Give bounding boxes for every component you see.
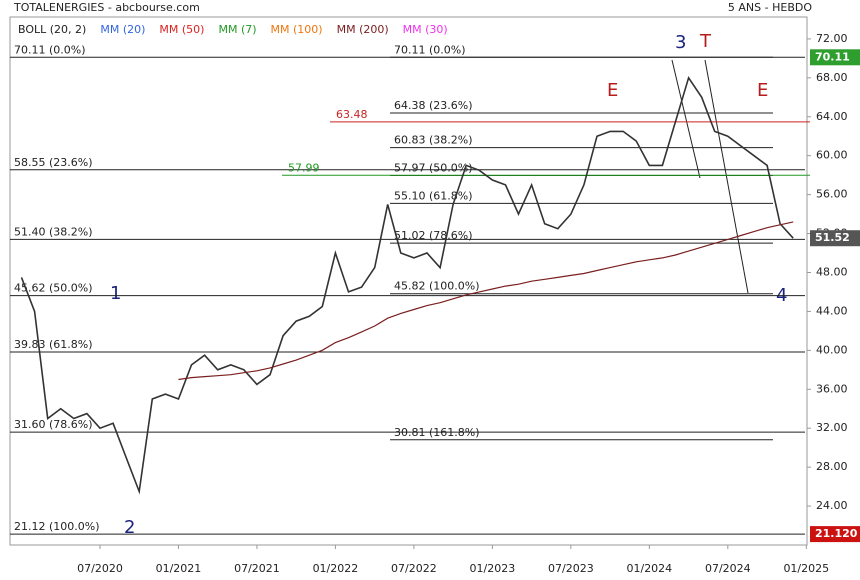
price-tag [810,526,860,543]
y-tick-label: 48.00 [816,265,848,278]
x-tick-label: 01/2021 [156,562,202,575]
price-tag-label: 51.52 [815,231,850,244]
y-tick-label: 44.00 [816,304,848,317]
fib-label: 51.02 (78.6%) [394,229,473,242]
legend-entry: MM (30) [403,23,448,36]
legend-entry: MM (100) [271,23,323,36]
annotation: E [607,80,618,101]
fib-label: 39.83 (61.8%) [14,338,93,351]
y-tick-label: 60.00 [816,149,848,162]
x-tick-label: 01/2025 [783,562,829,575]
level-label: 63.48 [336,108,368,121]
fib-label: 45.82 (100.0%) [394,280,480,293]
fib-label: 70.11 (0.0%) [394,43,466,56]
annotation: E [757,80,768,101]
fib-label: 51.40 (38.2%) [14,225,93,238]
x-tick-label: 01/2022 [313,562,359,575]
x-tick-label: 07/2023 [548,562,594,575]
fib-label: 21.12 (100.0%) [14,520,100,533]
x-tick-label: 07/2022 [391,562,437,575]
y-tick-label: 64.00 [816,110,848,123]
price-line [20,75,794,495]
fib-label: 70.11 (0.0%) [14,43,86,56]
fib-label: 30.81 (161.8%) [394,426,480,439]
fib-label: 57.97 (50.0%) [394,161,473,174]
x-tick-label: 01/2023 [470,562,516,575]
price-line [178,221,794,381]
level-label: 57.99 [288,161,320,174]
chart-title: TOTALENERGIES - abcbourse.com [13,1,200,14]
arrow [704,59,749,294]
x-tick-label: 07/2020 [77,562,123,575]
price-tag [810,49,860,66]
legend-entry: MM (200) [337,23,389,36]
legend-entry: MM (7) [218,23,256,36]
legend-entry: MM (50) [159,23,204,36]
y-tick-label: 72.00 [816,32,848,45]
plot-frame [9,16,808,546]
price-tag [810,230,860,247]
y-tick-label: 24.00 [816,499,848,512]
price-tag-label: 21.120 [815,527,858,540]
y-tick-label: 28.00 [816,460,848,473]
legend-entry: BOLL (20, 2) [18,23,86,36]
legend-entry: MM (20) [100,23,145,36]
fib-label: 64.38 (23.6%) [394,99,473,112]
fib-label: 45.62 (50.0%) [14,282,93,295]
fib-label: 58.55 (23.6%) [14,156,93,169]
fib-label: 60.83 (38.2%) [394,134,473,147]
price-tag-label: 70.11 [815,50,850,63]
x-tick-label: 01/2024 [626,562,672,575]
fib-label: 31.60 (78.6%) [14,418,93,431]
annotation: 2 [124,517,135,538]
y-tick-label: 56.00 [816,188,848,201]
fib-label: 55.10 (61.8%) [394,189,473,202]
y-tick-label: 32.00 [816,421,848,434]
arrow [671,59,701,179]
chart-subtitle: 5 ANS - HEBDO [728,1,812,14]
x-tick-label: 07/2021 [234,562,280,575]
y-tick-label: 36.00 [816,382,848,395]
annotation: T [699,31,712,52]
y-tick-label: 40.00 [816,343,848,356]
annotation: 1 [110,283,121,304]
annotation: 3 [675,32,686,53]
y-tick-label: 68.00 [816,71,848,84]
x-tick-label: 07/2024 [705,562,751,575]
